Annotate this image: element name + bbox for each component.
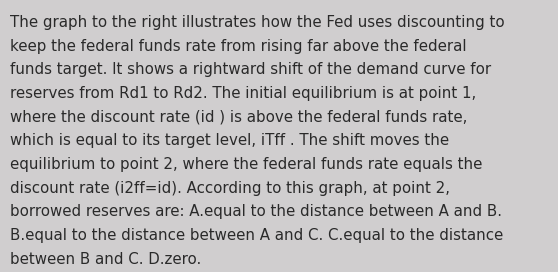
Text: which is equal to its target level, iTff . The shift moves the: which is equal to its target level, iTff…	[10, 133, 449, 148]
Text: between B and C. D.zero.: between B and C. D.zero.	[10, 252, 201, 267]
Text: discount rate (i2ff=id). According to this graph, at point 2,: discount rate (i2ff=id). According to th…	[10, 181, 450, 196]
Text: borrowed reserves are: A.equal to the distance between A and B.: borrowed reserves are: A.equal to the di…	[10, 204, 502, 219]
Text: equilibrium to point 2, where the federal funds rate equals the: equilibrium to point 2, where the federa…	[10, 157, 483, 172]
Text: where the discount rate (id ) is above the federal funds rate,: where the discount rate (id ) is above t…	[10, 110, 468, 125]
Text: keep the federal funds rate from rising far above the federal: keep the federal funds rate from rising …	[10, 39, 466, 54]
Text: B.equal to the distance between A and C. C.equal to the distance: B.equal to the distance between A and C.…	[10, 228, 503, 243]
Text: The graph to the right illustrates how the Fed uses discounting to: The graph to the right illustrates how t…	[10, 15, 504, 30]
Text: funds target. It shows a rightward shift of the demand curve for: funds target. It shows a rightward shift…	[10, 62, 491, 77]
Text: reserves from Rd1 to Rd2. The initial equilibrium is at point 1,: reserves from Rd1 to Rd2. The initial eq…	[10, 86, 477, 101]
